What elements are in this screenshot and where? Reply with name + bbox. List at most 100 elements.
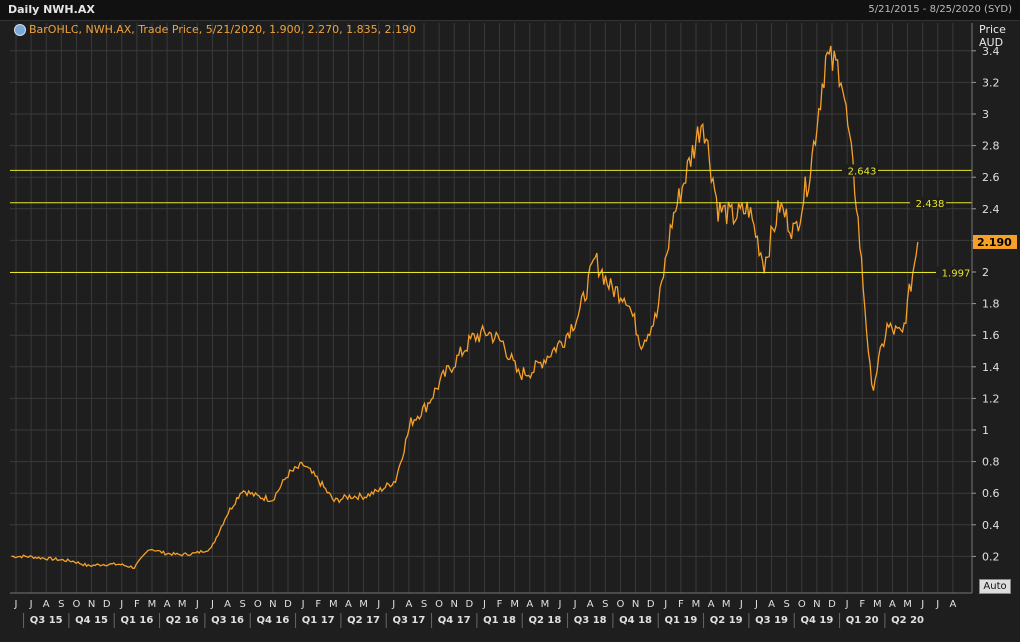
x-quarter-label: Q3 18 [574, 615, 607, 626]
x-month-label: J [119, 599, 123, 610]
x-month-label: F [859, 599, 865, 610]
x-month-label: A [224, 599, 231, 610]
x-quarter-label: Q4 19 [800, 615, 833, 626]
last-price-tag [973, 234, 1017, 249]
x-month-label: F [315, 599, 321, 610]
x-quarter-label: Q2 19 [710, 615, 743, 626]
x-quarter-label: Q1 18 [483, 615, 516, 626]
x-month-label: O [73, 599, 81, 610]
x-month-label: D [103, 599, 111, 610]
x-quarter-label: Q4 17 [438, 615, 471, 626]
x-month-label: N [450, 599, 457, 610]
y-tick-label: 1 [982, 424, 989, 437]
x-month-label: D [284, 599, 292, 610]
x-month-label: J [482, 599, 486, 610]
x-quarter-label: Q3 19 [755, 615, 788, 626]
x-month-label: J [573, 599, 577, 610]
x-month-label: A [587, 599, 594, 610]
level-label: 2.643 [848, 166, 877, 177]
x-quarter-label: Q2 18 [528, 615, 561, 626]
x-quarter-label: Q1 17 [302, 615, 335, 626]
x-month-label: A [43, 599, 50, 610]
x-month-label: O [798, 599, 806, 610]
x-month-label: M [722, 599, 731, 610]
x-month-label: J [210, 599, 214, 610]
y-tick-label: 3 [982, 108, 989, 121]
x-month-label: S [58, 599, 64, 610]
x-month-label: N [632, 599, 639, 610]
x-month-label: A [889, 599, 896, 610]
x-month-label: J [739, 599, 743, 610]
x-month-label: N [88, 599, 95, 610]
x-quarter-label: Q1 20 [846, 615, 879, 626]
x-month-label: O [254, 599, 262, 610]
x-month-label: J [663, 599, 667, 610]
x-month-label: J [845, 599, 849, 610]
x-month-label: M [541, 599, 550, 610]
x-quarter-label: Q3 15 [30, 615, 63, 626]
level-label-bg [842, 164, 878, 177]
x-quarter-label: Q4 16 [256, 615, 289, 626]
x-month-label: F [134, 599, 140, 610]
x-month-label: J [558, 599, 562, 610]
x-month-label: J [195, 599, 199, 610]
x-month-label: M [148, 599, 157, 610]
y-axis: 0.20.40.60.811.21.41.61.822.22.42.62.833… [971, 23, 1017, 593]
y-tick-label: 0.6 [982, 487, 1000, 500]
x-month-label: J [920, 599, 924, 610]
x-month-label: M [903, 599, 912, 610]
x-quarter-label: Q3 17 [392, 615, 425, 626]
last-price-label: 2.190 [977, 236, 1012, 249]
grid-lines [10, 23, 972, 593]
y-tick-label: 3.4 [982, 45, 1000, 58]
x-quarter-label: Q1 19 [664, 615, 697, 626]
x-month-label: J [29, 599, 33, 610]
horizontal-levels: 2.643 2.438 1.997 [10, 164, 972, 279]
y-tick-label: 0.2 [982, 550, 1000, 563]
x-month-label: N [813, 599, 820, 610]
level-label-bg [910, 196, 946, 209]
x-quarter-label: Q2 16 [166, 615, 199, 626]
x-month-label: J [391, 599, 395, 610]
x-month-label: F [497, 599, 503, 610]
legend[interactable]: BarOHLC, NWH.AX, Trade Price, 5/21/2020,… [14, 23, 416, 36]
x-month-label: S [602, 599, 608, 610]
x-month-label: D [828, 599, 836, 610]
x-month-label: D [647, 599, 655, 610]
x-month-label: J [935, 599, 939, 610]
units-line-1: Price [979, 23, 1006, 36]
legend-text: BarOHLC, NWH.AX, Trade Price, 5/21/2020,… [29, 23, 417, 36]
x-quarter-label: Q4 15 [75, 615, 108, 626]
x-quarter-label: Q1 16 [120, 615, 153, 626]
y-tick-label: 1.8 [982, 298, 1000, 311]
x-month-label: A [405, 599, 412, 610]
price-line [11, 45, 919, 569]
x-month-label: A [526, 599, 533, 610]
level-label: 1.997 [942, 268, 971, 279]
x-month-label: N [269, 599, 276, 610]
units-line-2: AUD [979, 36, 1004, 49]
y-tick-label: 1.4 [982, 361, 1000, 374]
x-month-label: M [178, 599, 187, 610]
y-tick-label: 3.2 [982, 76, 1000, 89]
y-axis-units: Price AUD [979, 23, 1006, 49]
x-month-label: S [421, 599, 427, 610]
date-range: 5/21/2015 - 8/25/2020 (SYD) [868, 4, 1012, 15]
y-tick-label: 2.4 [982, 203, 1000, 216]
x-month-label: J [376, 599, 380, 610]
x-quarter-label: Q2 17 [347, 615, 380, 626]
y-tick-label: 1.6 [982, 329, 1000, 342]
x-quarter-label: Q3 16 [211, 615, 244, 626]
x-month-label: D [465, 599, 473, 610]
x-month-label: M [329, 599, 338, 610]
x-month-label: S [783, 599, 789, 610]
series-visibility-icon[interactable] [14, 23, 26, 36]
auto-scale-button[interactable]: Auto [979, 579, 1011, 594]
x-month-label: A [768, 599, 775, 610]
x-month-label: J [301, 599, 305, 610]
x-month-label: J [754, 599, 758, 610]
chart-title: Daily NWH.AX [8, 3, 95, 16]
x-month-label: M [510, 599, 519, 610]
